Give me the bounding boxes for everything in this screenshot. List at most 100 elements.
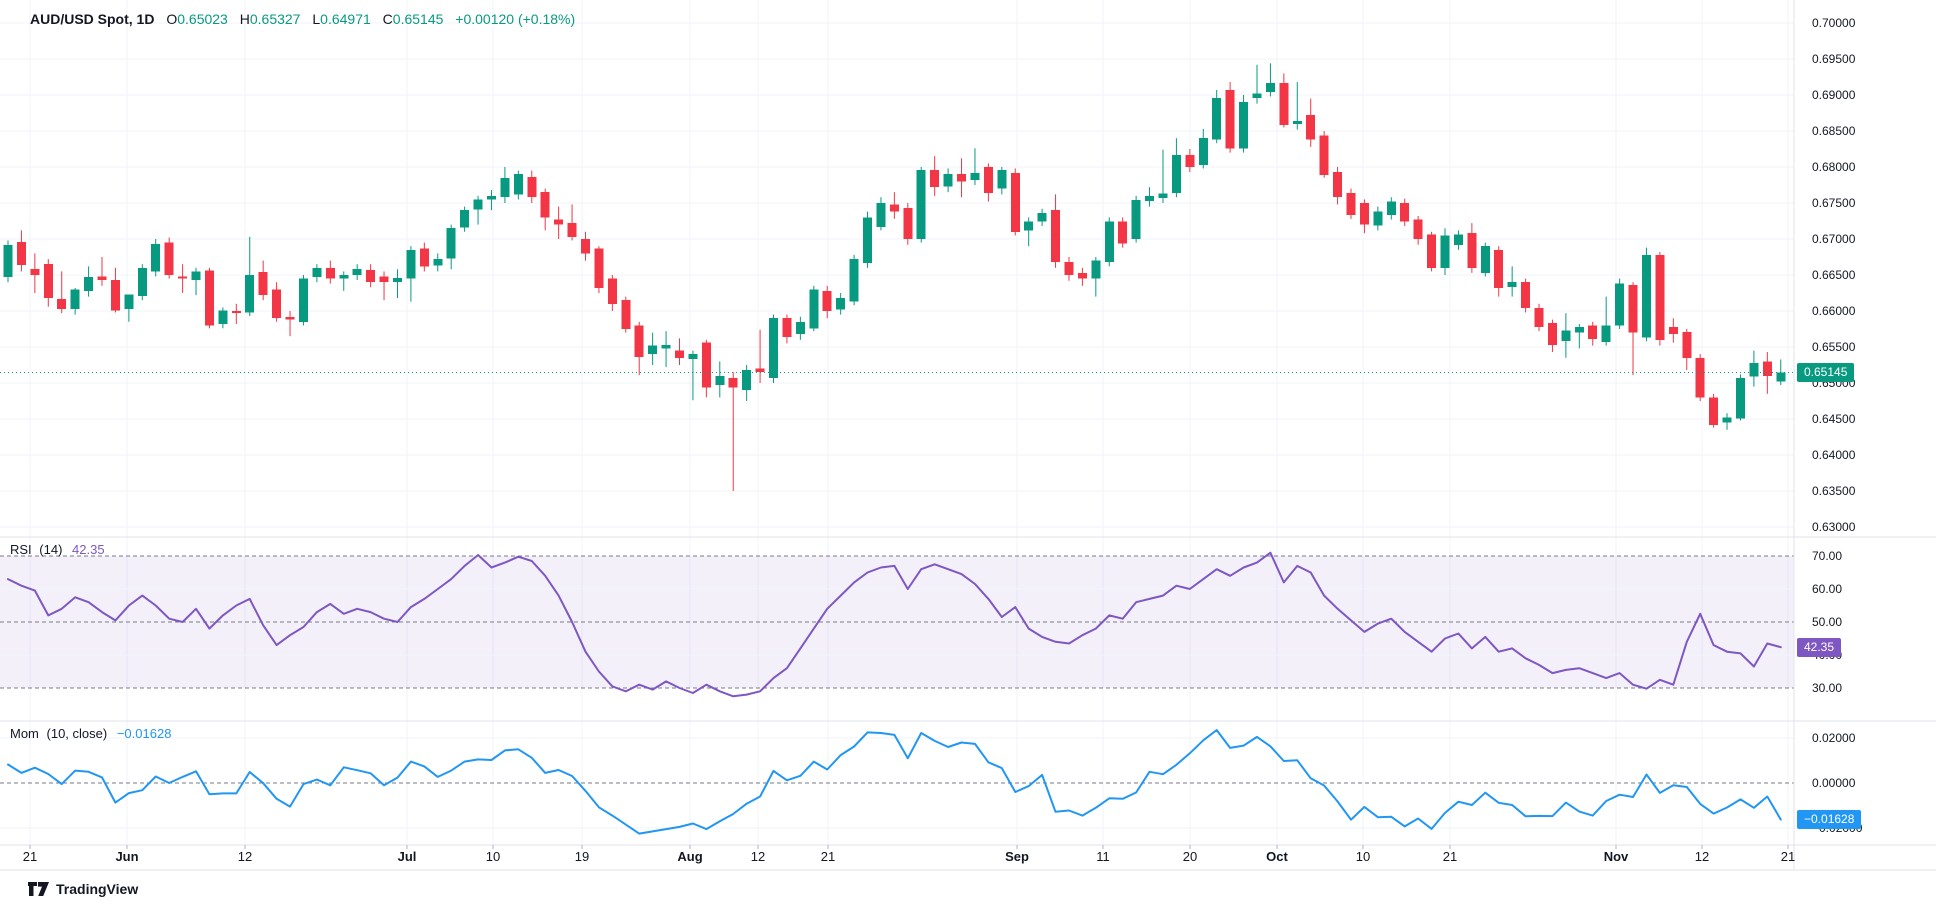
- rsi-axis-label: 60.00: [1812, 582, 1843, 596]
- candle-body: [795, 321, 805, 335]
- candle-body: [688, 354, 698, 360]
- candle-body: [1225, 89, 1235, 149]
- candle-body: [231, 311, 241, 314]
- candle-body: [1051, 210, 1061, 263]
- chart-canvas[interactable]: [0, 0, 1936, 871]
- candle-body: [1494, 249, 1504, 288]
- candle-body: [298, 278, 308, 322]
- ohlc-low-value: 0.64971: [320, 11, 371, 27]
- time-axis-label[interactable]: 10: [1355, 849, 1371, 864]
- candle-body: [983, 167, 993, 193]
- candle-body: [621, 300, 631, 329]
- candle-body: [446, 228, 456, 259]
- candle-body: [1561, 330, 1571, 342]
- candle-body: [164, 242, 174, 275]
- price-axis-label: 0.69000: [1812, 88, 1856, 102]
- ohlc-low-label: L: [312, 11, 321, 27]
- candle-body: [1574, 326, 1584, 333]
- candle-body: [863, 217, 873, 263]
- time-axis-label[interactable]: Nov: [1603, 849, 1629, 864]
- rsi-axis-label: 30.00: [1812, 681, 1843, 695]
- time-axis-label[interactable]: 12: [750, 849, 766, 864]
- candle-body: [245, 275, 255, 313]
- price-axis-label: 0.65500: [1812, 340, 1856, 354]
- candle-body: [1521, 282, 1531, 309]
- candle-body: [661, 344, 671, 349]
- tradingview-logo[interactable]: TradingView: [28, 881, 138, 897]
- candle-body: [1024, 221, 1034, 231]
- candle-body: [715, 375, 725, 386]
- time-axis-label[interactable]: 11: [1096, 849, 1110, 864]
- time-axis-label[interactable]: 21: [1442, 849, 1458, 864]
- time-axis-label[interactable]: 21: [1780, 849, 1796, 864]
- time-axis-label[interactable]: Aug: [677, 849, 703, 864]
- rsi-value-badge: 42.35: [1797, 638, 1842, 657]
- time-axis-label[interactable]: Jun: [115, 849, 139, 864]
- candle-body: [433, 259, 443, 266]
- price-axis-label: 0.63000: [1812, 520, 1856, 534]
- candle-body: [1145, 195, 1155, 201]
- candle-body: [460, 210, 470, 228]
- candle-body: [634, 325, 644, 358]
- candle-body: [701, 342, 711, 388]
- time-axis-label[interactable]: 10: [485, 849, 501, 864]
- candle-body: [782, 318, 792, 337]
- candle-body: [1427, 234, 1437, 268]
- candle-body: [473, 199, 483, 210]
- candle-body: [124, 294, 134, 309]
- candle-body: [1091, 260, 1101, 279]
- rsi-axis-label: 50.00: [1812, 615, 1843, 629]
- time-axis-label[interactable]: 12: [237, 849, 253, 864]
- candle-body: [1158, 193, 1168, 198]
- time-axis-label[interactable]: 19: [574, 849, 590, 864]
- time-axis-label[interactable]: 12: [1694, 849, 1710, 864]
- candle-body: [648, 345, 658, 355]
- candle-body: [1547, 323, 1557, 345]
- candle-body: [997, 169, 1007, 189]
- candle-body: [137, 267, 147, 296]
- candle-body: [1010, 172, 1020, 232]
- price-axis-label: 0.66500: [1812, 268, 1856, 282]
- price-axis-label: 0.67000: [1812, 232, 1856, 246]
- candle-body: [204, 270, 214, 326]
- candle-body: [352, 269, 362, 275]
- candle-body: [258, 272, 268, 296]
- candle-body: [1601, 325, 1611, 342]
- candle-body: [1655, 254, 1665, 340]
- rsi-legend[interactable]: RSI (14) 42.35: [10, 542, 105, 558]
- time-axis-label[interactable]: Oct: [1266, 849, 1288, 864]
- candle-body: [970, 172, 980, 180]
- candle-body: [97, 276, 107, 281]
- time-axis-label[interactable]: 20: [1182, 849, 1198, 864]
- price-axis-label: 0.68500: [1812, 124, 1856, 138]
- last-price-badge: 0.65145: [1797, 363, 1855, 382]
- candle-body: [1668, 326, 1678, 335]
- candle-body: [1359, 203, 1369, 225]
- candle-body: [1077, 272, 1087, 279]
- candle-body: [540, 192, 550, 218]
- candle-body: [728, 377, 738, 388]
- symbol-legend[interactable]: AUD/USD Spot, 1D O0.65023 H0.65327 L0.64…: [30, 9, 575, 29]
- ohlc-open-label: O: [166, 11, 178, 27]
- candle-body: [1252, 93, 1262, 98]
- mom-axis-label: 0.02000: [1812, 731, 1856, 745]
- time-axis-label[interactable]: 21: [820, 849, 836, 864]
- time-axis-label[interactable]: Jul: [397, 849, 417, 864]
- price-axis-label: 0.63500: [1812, 484, 1856, 498]
- candle-body: [1776, 372, 1786, 382]
- candle-body: [1239, 102, 1249, 149]
- ohlc-close-label: C: [382, 11, 393, 27]
- price-axis-label: 0.70000: [1812, 16, 1856, 30]
- candle-body: [1333, 172, 1343, 198]
- price-axis-label: 0.69500: [1812, 52, 1856, 66]
- tradingview-logo-text: TradingView: [56, 881, 139, 897]
- candle-body: [916, 169, 926, 239]
- candle-body: [580, 239, 590, 254]
- rsi-params: (14): [39, 542, 63, 557]
- mom-legend[interactable]: Mom (10, close) −0.01628: [10, 726, 171, 742]
- time-axis-label[interactable]: Sep: [1005, 849, 1029, 864]
- candle-body: [594, 248, 604, 288]
- candle-body: [379, 276, 389, 283]
- change-value: +0.00120 (+0.18%): [455, 11, 576, 27]
- time-axis-label[interactable]: 21: [22, 849, 38, 864]
